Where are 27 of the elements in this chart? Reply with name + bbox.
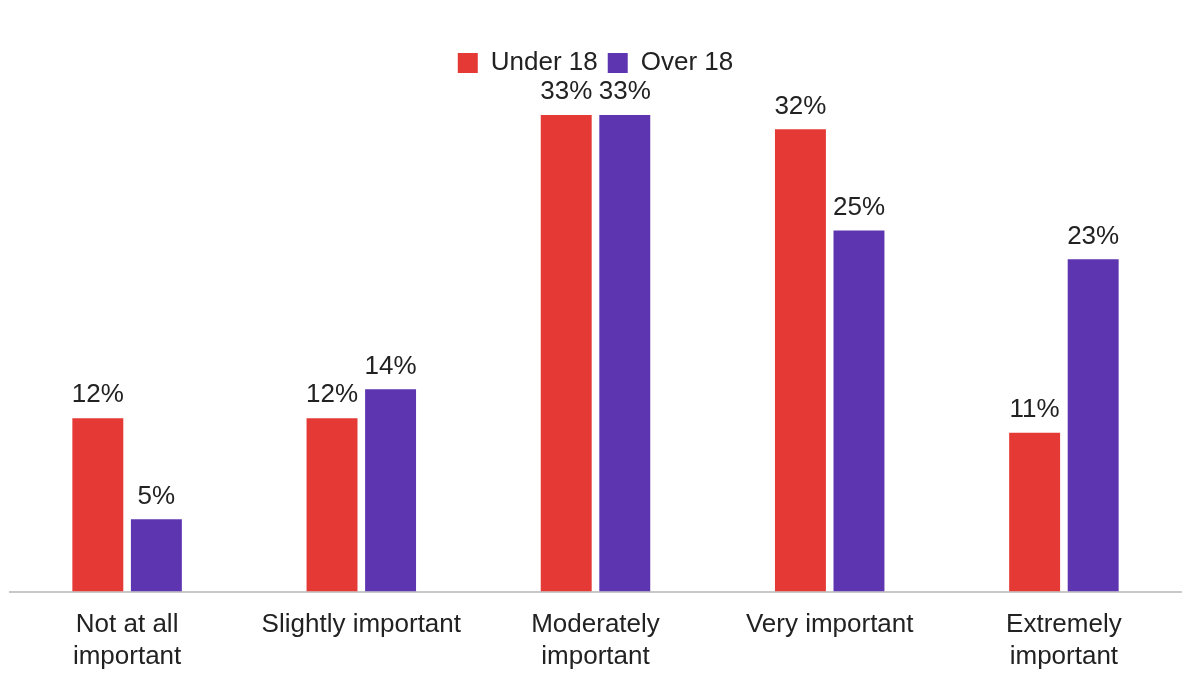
bar xyxy=(1009,432,1061,592)
bar xyxy=(540,114,592,592)
data-label: 11% xyxy=(1009,392,1060,423)
legend-label: Over 18 xyxy=(640,46,734,77)
data-label: 14% xyxy=(364,349,417,380)
data-label: 12% xyxy=(306,378,359,409)
bar xyxy=(365,389,417,592)
data-label: 32% xyxy=(774,89,827,120)
bar xyxy=(130,519,182,592)
x-tick-label: Moderately important xyxy=(531,608,660,670)
bar xyxy=(1067,259,1119,592)
bar xyxy=(774,129,826,592)
bar xyxy=(72,418,124,592)
data-label: 25% xyxy=(832,190,885,221)
x-tick-label: Slightly important xyxy=(261,608,462,639)
legend-label: Under 18 xyxy=(490,46,598,77)
data-label: 33% xyxy=(598,75,651,106)
bar xyxy=(833,230,885,592)
x-tick-label: Not at all important xyxy=(72,608,183,670)
data-label: 5% xyxy=(137,479,176,510)
x-tick-label: Very important xyxy=(745,608,915,639)
data-label: 23% xyxy=(1067,219,1120,250)
bar xyxy=(599,114,651,592)
data-label: 12% xyxy=(71,378,124,409)
data-label: 33% xyxy=(540,75,593,106)
bar xyxy=(306,418,358,592)
x-tick-label: Extremely important xyxy=(1006,608,1122,670)
